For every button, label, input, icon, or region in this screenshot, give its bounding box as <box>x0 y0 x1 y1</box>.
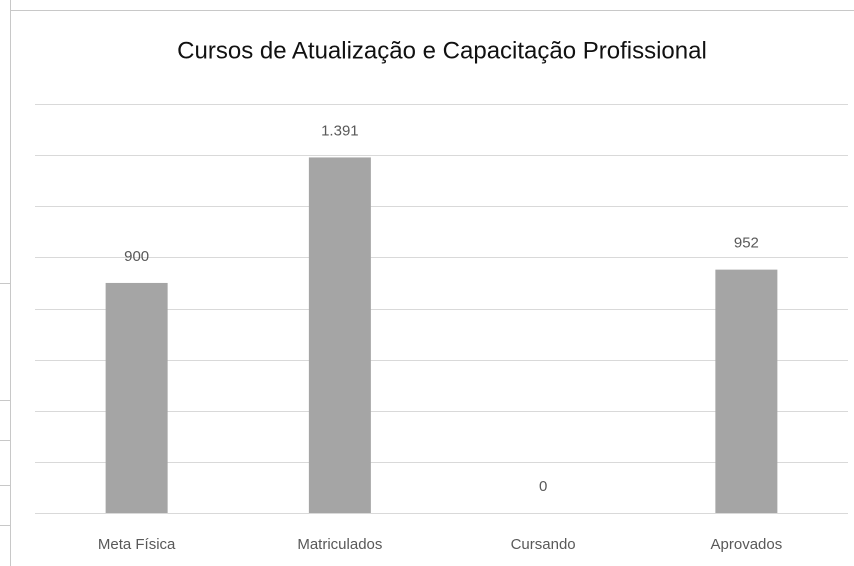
data-label: 1.391 <box>321 122 359 139</box>
x-tick-label: Matriculados <box>297 536 382 553</box>
x-tick-label: Aprovados <box>711 536 783 553</box>
data-label: 900 <box>124 248 149 265</box>
x-tick-label: Cursando <box>511 536 576 553</box>
bar <box>715 269 778 513</box>
bar <box>308 157 371 513</box>
data-label: 952 <box>734 235 759 252</box>
data-label: 0 <box>539 478 547 495</box>
bar <box>105 282 168 513</box>
x-tick-label: Meta Física <box>98 536 176 553</box>
chart-title: Cursos de Atualização e Capacitação Prof… <box>177 37 707 64</box>
